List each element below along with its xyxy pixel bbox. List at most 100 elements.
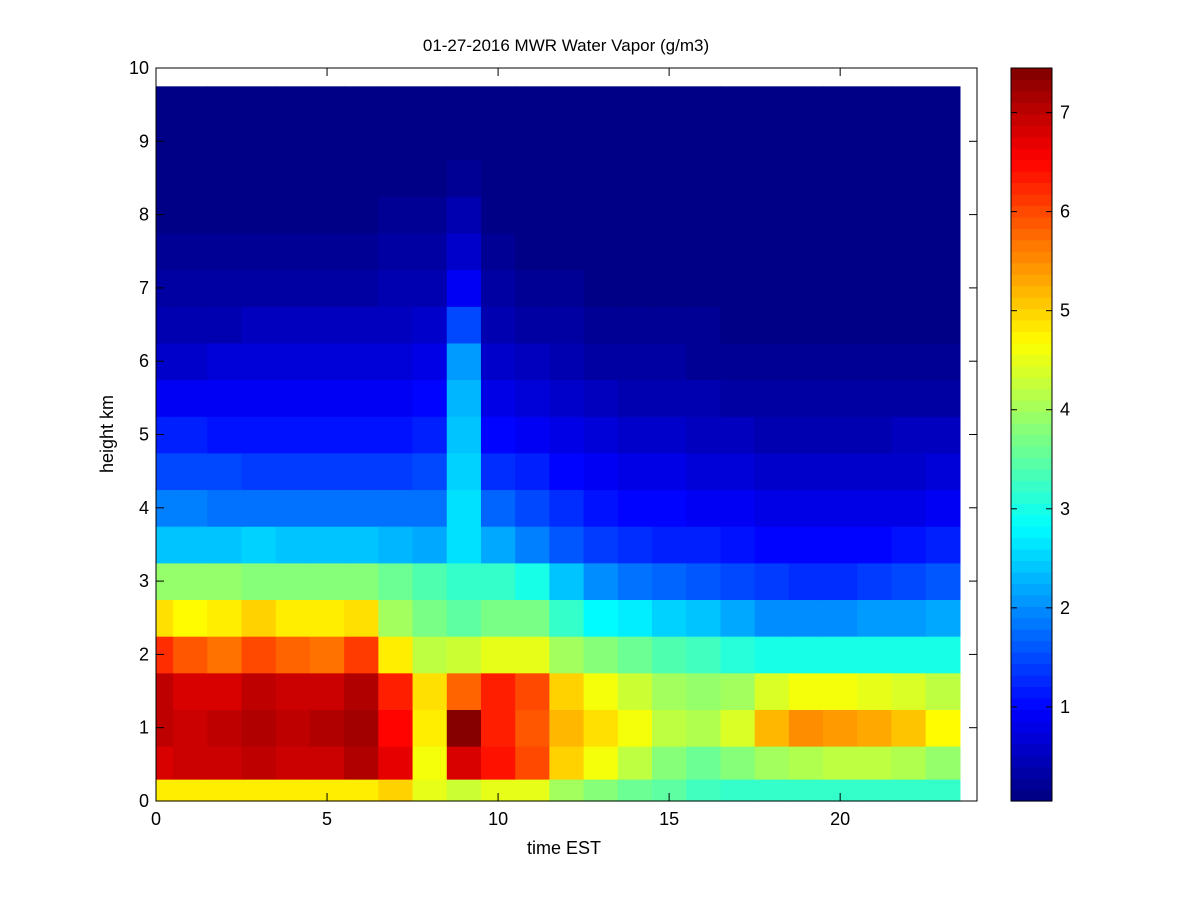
heatmap-cell — [925, 779, 961, 802]
heatmap-cell — [583, 599, 619, 637]
heatmap-cell — [686, 159, 722, 197]
heatmap-cell — [378, 416, 414, 454]
heatmap-cell — [446, 306, 482, 344]
colorbar-tick-label: 5 — [1060, 301, 1070, 321]
heatmap-cell — [583, 709, 619, 747]
x-tick-label: 10 — [488, 809, 508, 829]
heatmap-cell — [857, 122, 893, 161]
colorbar-step — [1011, 342, 1052, 355]
heatmap-cell — [652, 196, 687, 234]
heatmap-cell — [156, 489, 174, 527]
heatmap-cell — [275, 526, 311, 564]
heatmap-cell — [378, 709, 414, 747]
heatmap-cell — [788, 306, 824, 344]
colorbar-axis: 1 2 3 4 5 6 7 — [1011, 103, 1070, 717]
heatmap-cell — [788, 636, 824, 674]
heatmap-cell — [446, 232, 482, 271]
heatmap-cell — [754, 526, 790, 564]
heatmap-cell — [207, 86, 243, 124]
heatmap-cell — [446, 562, 482, 601]
heatmap-cell — [720, 232, 756, 271]
heatmap-cell — [788, 779, 824, 802]
heatmap-cell — [891, 636, 927, 674]
heatmap-cell — [344, 672, 379, 710]
heatmap-cell — [720, 269, 756, 307]
heatmap-cell — [617, 159, 653, 197]
heatmap-cell — [857, 746, 893, 780]
heatmap-cell — [156, 746, 174, 780]
heatmap-cell — [754, 342, 790, 381]
colorbar-step — [1011, 675, 1052, 688]
heatmap-cell — [515, 779, 550, 802]
heatmap-cell — [344, 526, 379, 564]
heatmap-cell — [241, 269, 277, 307]
heatmap-cell — [720, 672, 756, 710]
heatmap-cell — [480, 342, 516, 381]
heatmap-cell — [480, 159, 516, 197]
heatmap-cell — [823, 269, 858, 307]
colorbar-step — [1011, 594, 1052, 607]
heatmap-cell — [207, 122, 243, 161]
heatmap-cell — [823, 379, 858, 417]
heatmap-cell — [241, 452, 277, 491]
colorbar-step — [1011, 755, 1052, 768]
colorbar-step — [1011, 697, 1052, 710]
heatmap-cell — [309, 636, 345, 674]
heatmap-cell — [480, 779, 516, 802]
heatmap-cell — [788, 526, 824, 564]
heatmap-cell — [686, 709, 722, 747]
heatmap-cell — [754, 746, 790, 780]
heatmap-cell — [309, 599, 345, 637]
heatmap-cell — [583, 122, 619, 161]
heatmap-cell — [891, 452, 927, 491]
heatmap-cell — [925, 196, 961, 234]
heatmap-cell — [241, 746, 277, 780]
heatmap-cell — [207, 269, 243, 307]
heatmap-cell — [720, 562, 756, 601]
heatmap-cell — [412, 122, 448, 161]
heatmap-cell — [480, 672, 516, 710]
heatmap-cell — [480, 636, 516, 674]
heatmap-cell — [823, 562, 858, 601]
heatmap-cell — [583, 526, 619, 564]
heatmap-cell — [378, 269, 414, 307]
heatmap-cell — [156, 636, 174, 674]
colorbar-step — [1011, 228, 1052, 241]
heatmap-cell — [344, 342, 379, 381]
heatmap-cell — [857, 379, 893, 417]
heatmap-cell — [788, 416, 824, 454]
heatmap-cell — [925, 306, 961, 344]
colorbar-step — [1011, 148, 1052, 161]
y-axis-label: height km — [97, 395, 117, 473]
heatmap-cell — [652, 342, 687, 381]
heatmap-cell — [173, 489, 208, 527]
heatmap-cell — [617, 232, 653, 271]
heatmap-cell — [275, 122, 311, 161]
heatmap-cell — [652, 452, 687, 491]
heatmap-cell — [891, 159, 927, 197]
heatmap-cell — [515, 709, 550, 747]
heatmap-cell — [378, 599, 414, 637]
heatmap-cell — [549, 232, 585, 271]
heatmap-cell — [652, 232, 687, 271]
heatmap-cell — [754, 416, 790, 454]
colorbar-step — [1011, 193, 1052, 207]
heatmap-cell — [720, 86, 756, 124]
heatmap-cell — [720, 452, 756, 491]
heatmap-cell — [925, 86, 961, 124]
heatmap-cell — [925, 452, 961, 491]
heatmap-cell — [583, 269, 619, 307]
heatmap-cell — [156, 452, 174, 491]
heatmap-cell — [891, 599, 927, 637]
y-tick-label: 5 — [139, 425, 149, 445]
heatmap-cell — [344, 709, 379, 747]
colorbar-step — [1011, 354, 1052, 367]
heatmap-cell — [446, 599, 482, 637]
heatmap-cell — [823, 342, 858, 381]
heatmap-cell — [275, 342, 311, 381]
heatmap-cell — [652, 562, 687, 601]
heatmap-cell — [241, 562, 277, 601]
heatmap-cell — [823, 672, 858, 710]
colorbar-step — [1011, 583, 1052, 596]
heatmap-cell — [583, 342, 619, 381]
